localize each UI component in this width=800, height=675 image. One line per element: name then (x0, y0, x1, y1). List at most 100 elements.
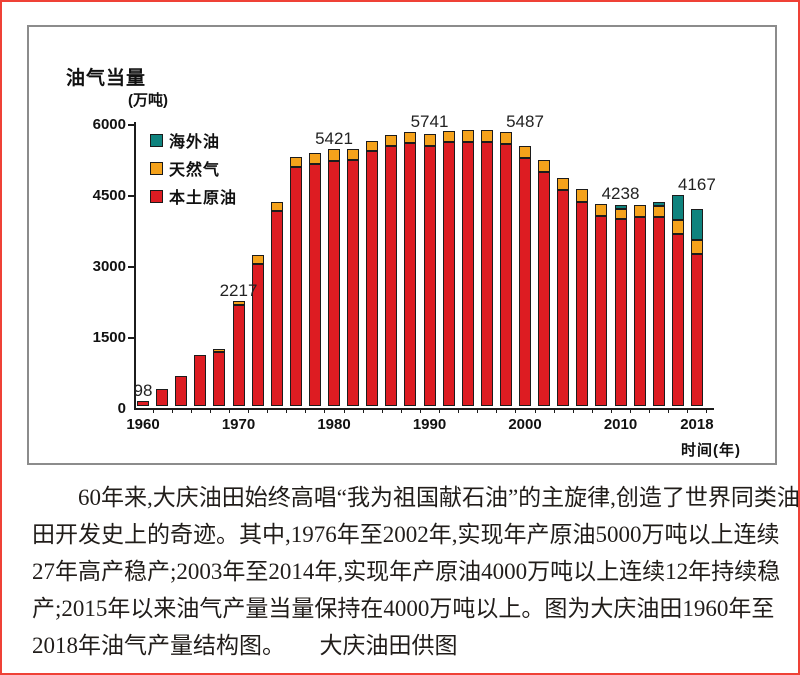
bar-segment-天然气 (652, 206, 665, 217)
bar-segment-本土原油 (480, 141, 493, 406)
bar-segment-天然气 (671, 220, 684, 234)
bar-2010 (614, 205, 627, 406)
x-tick-label: 2018 (680, 416, 714, 433)
x-tick (248, 410, 250, 413)
bar-segment-本土原油 (499, 143, 512, 406)
x-tick-label: 2010 (603, 416, 638, 433)
bar-segment-本土原油 (690, 253, 703, 406)
bar-value-label-1980: 5421 (315, 129, 353, 149)
overseas-oil-swatch-icon (150, 133, 163, 147)
bar-segment-本土原油 (404, 143, 417, 406)
x-tick (458, 410, 460, 413)
caption-line: 27年高产稳产;2003年至2014年,实现年产原油4000万吨以上连续12年持… (32, 559, 781, 584)
bar-segment-天然气 (251, 255, 264, 264)
bar-segment-本土原油 (538, 171, 551, 406)
bar-segment-本土原油 (461, 141, 474, 406)
bar-1964 (175, 376, 188, 406)
bar-value-label-2010: 4238 (601, 183, 640, 203)
x-tick (610, 410, 612, 413)
x-axis-title: 时间(年) (681, 442, 741, 459)
bar-segment-本土原油 (614, 219, 627, 406)
x-tick-label: 1960 (126, 416, 160, 433)
bar-segment-本土原油 (366, 151, 379, 406)
bar-segment-天然气 (213, 349, 226, 352)
x-tick (152, 410, 154, 413)
legend-item-natural-gas: 天然气 (150, 160, 237, 179)
bar-segment-天然气 (499, 131, 512, 144)
bar-segment-天然气 (308, 153, 321, 164)
x-tick (305, 410, 307, 413)
bar-1998 (499, 131, 512, 406)
y-tick (128, 266, 134, 268)
x-tick (630, 410, 632, 413)
bar-2018 (690, 208, 703, 406)
bar-1980 (328, 149, 340, 406)
bar-1968 (213, 349, 226, 406)
x-tick-label: 1970 (221, 416, 256, 433)
bar-segment-天然气 (289, 156, 302, 168)
bar-segment-本土原油 (251, 264, 264, 406)
bar-1986 (385, 135, 398, 406)
legend-item-overseas-oil: 海外油 (150, 132, 237, 151)
bar-1994 (461, 130, 474, 406)
bar-segment-海外油 (652, 202, 665, 207)
bar-1990 (423, 134, 436, 406)
legend-item-domestic-crude: 本土原油 (150, 188, 237, 207)
x-tick (381, 410, 383, 413)
bar-segment-本土原油 (270, 211, 283, 406)
bar-segment-天然气 (538, 160, 551, 172)
domestic-crude-swatch-icon (150, 189, 163, 203)
x-tick (649, 410, 651, 413)
x-tick-label: 1990 (412, 416, 447, 433)
bar-2014 (652, 202, 665, 406)
bar-segment-本土原油 (232, 305, 245, 406)
bar-segment-本土原油 (557, 189, 570, 406)
bar-segment-本土原油 (137, 401, 149, 406)
bar-2008 (595, 203, 608, 406)
bar-segment-本土原油 (595, 216, 608, 406)
bar-value-label-2000: 5487 (506, 111, 544, 131)
bar-segment-本土原油 (156, 388, 169, 406)
bar-segment-本土原油 (308, 163, 321, 406)
x-tick (324, 410, 326, 413)
caption-line: 田开发史上的奇迹。其中,1976年至2002年,实现年产原油5000万吨以上连续 (32, 522, 780, 547)
bar-segment-天然气 (557, 177, 570, 190)
x-tick (419, 410, 421, 413)
x-tick (267, 410, 269, 413)
bar-segment-海外油 (671, 195, 684, 221)
natural-gas-swatch-icon (150, 161, 163, 175)
bar-2006 (576, 189, 589, 406)
caption-line-credit: 2018年油气产量结构图。 大庆油田供图 (32, 633, 458, 658)
bar-segment-天然气 (347, 148, 360, 161)
x-tick (228, 410, 230, 413)
bar-segment-天然气 (385, 135, 398, 147)
bar-segment-天然气 (614, 209, 627, 220)
caption-paragraph: 60年来,大庆油田始终高唱“我为祖国献石油”的主旋律,创造了世界同类油 田开发史… (32, 479, 798, 664)
y-tick-label: 0 (117, 400, 126, 417)
y-tick-label: 4500 (92, 187, 126, 204)
bar-1962 (156, 388, 169, 406)
bar-1992 (442, 131, 455, 406)
bar-segment-本土原油 (423, 145, 436, 406)
bar-segment-天然气 (366, 140, 379, 152)
x-tick (687, 410, 689, 413)
x-axis-line (134, 408, 714, 410)
bar-segment-天然气 (519, 146, 531, 158)
x-tick-label: 1980 (317, 416, 351, 433)
bar-segment-本土原油 (385, 146, 398, 406)
bar-segment-天然气 (480, 130, 493, 142)
bar-1972 (251, 255, 264, 406)
x-tick (553, 410, 555, 413)
bar-segment-天然气 (461, 130, 474, 142)
x-tick (706, 410, 708, 413)
bar-segment-本土原油 (671, 233, 684, 406)
bar-value-label-1960: 98 (133, 381, 153, 401)
bar-value-label-1970: 2217 (219, 281, 258, 301)
caption-line: 产;2015年以来油气产量当量保持在4000万吨以上。图为大庆油田1960年至 (32, 596, 775, 621)
bar-1982 (347, 148, 360, 406)
x-tick (190, 410, 192, 413)
legend-label: 天然气 (169, 162, 221, 179)
y-tick (128, 337, 134, 339)
y-axis-line (134, 122, 136, 410)
